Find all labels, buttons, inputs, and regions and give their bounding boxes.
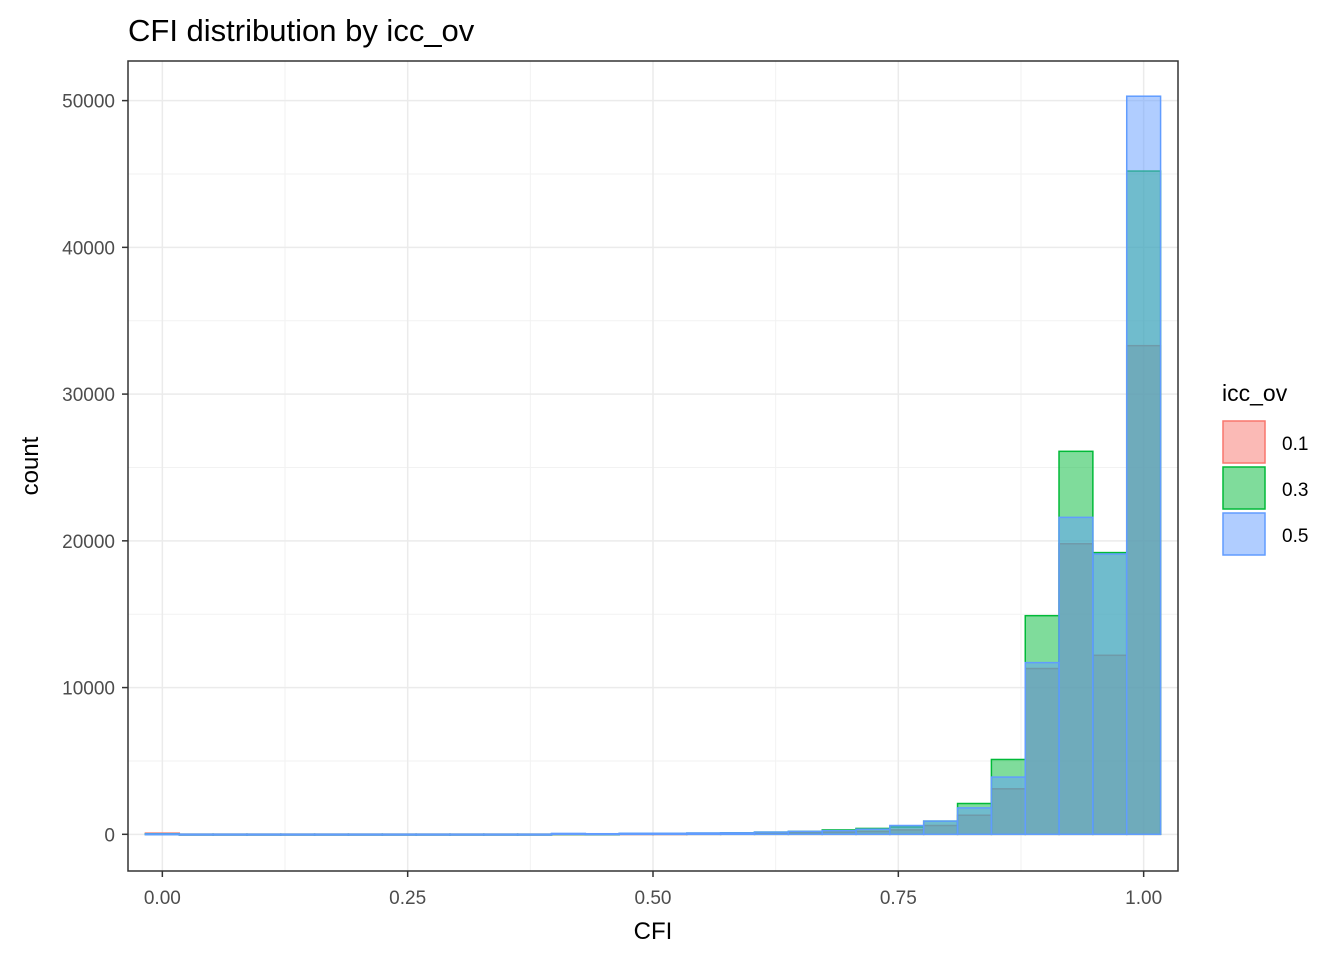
- histogram-bar: [246, 833, 282, 836]
- grid-lines: [128, 61, 1178, 871]
- histogram-bar: [719, 832, 756, 836]
- histogram-bar: [956, 807, 993, 836]
- histogram-bar: [212, 833, 248, 836]
- histogram-bar: [279, 833, 316, 836]
- legend-label-0.1: 0.1: [1282, 434, 1308, 455]
- series-0.5-bars: [144, 95, 1162, 836]
- histogram-bar: [550, 832, 587, 836]
- histogram-bar: [855, 828, 891, 836]
- histogram-bar: [313, 833, 350, 836]
- legend-key-0.1: [1222, 420, 1266, 464]
- histogram-bar: [516, 833, 553, 836]
- histogram-bar: [990, 776, 1027, 836]
- y-tick-label: 20000: [62, 532, 115, 553]
- x-axis: 0.00 0.25 0.50 0.75 1.00: [144, 871, 1162, 909]
- x-axis-title: CFI: [634, 918, 673, 945]
- legend-title: icc_ov: [1222, 380, 1288, 406]
- histogram-bar: [178, 833, 214, 836]
- histogram-bar: [449, 833, 485, 836]
- histogram-bar: [922, 820, 959, 836]
- histogram-bar: [787, 830, 823, 836]
- histogram-bar: [821, 829, 857, 836]
- histogram-bar: [347, 833, 384, 836]
- histogram-bar: [1058, 516, 1094, 836]
- y-tick-label: 40000: [62, 238, 115, 259]
- histogram-bar: [584, 832, 620, 836]
- y-axis: 0 10000 20000 30000 40000 50000: [62, 92, 128, 846]
- histogram-bar: [144, 833, 181, 836]
- histogram-bar: [1024, 661, 1060, 836]
- y-tick-label: 30000: [62, 385, 115, 406]
- histogram-bar: [381, 833, 417, 836]
- chart-title: CFI distribution by icc_ov: [128, 13, 475, 48]
- legend-label-0.3: 0.3: [1282, 480, 1308, 501]
- histogram-bars: [144, 95, 1162, 836]
- histogram-bar: [652, 832, 688, 836]
- legend-key-0.5: [1222, 512, 1266, 556]
- y-tick-label: 10000: [62, 679, 115, 700]
- x-tick-label: 0.00: [144, 888, 181, 909]
- histogram-bar: [1125, 95, 1162, 836]
- x-tick-label: 0.25: [389, 888, 426, 909]
- histogram-bar: [1092, 553, 1128, 836]
- histogram-bar: [618, 832, 654, 836]
- legend-key-0.3: [1222, 466, 1266, 510]
- x-tick-label: 1.00: [1125, 888, 1162, 909]
- y-tick-label: 0: [104, 825, 115, 846]
- histogram-bar: [753, 831, 790, 836]
- legend: icc_ov 0.1 0.3 0.5: [1222, 380, 1308, 556]
- legend-label-0.5: 0.5: [1282, 526, 1308, 547]
- histogram-bar: [483, 833, 519, 836]
- x-tick-label: 0.75: [880, 888, 917, 909]
- histogram-bar: [889, 824, 925, 836]
- legend-items: 0.1 0.3 0.5: [1222, 420, 1308, 556]
- histogram-bar: [686, 832, 722, 836]
- x-tick-label: 0.50: [635, 888, 672, 909]
- y-tick-label: 50000: [62, 92, 115, 113]
- y-axis-title: count: [17, 436, 44, 495]
- histogram-bar: [415, 833, 451, 836]
